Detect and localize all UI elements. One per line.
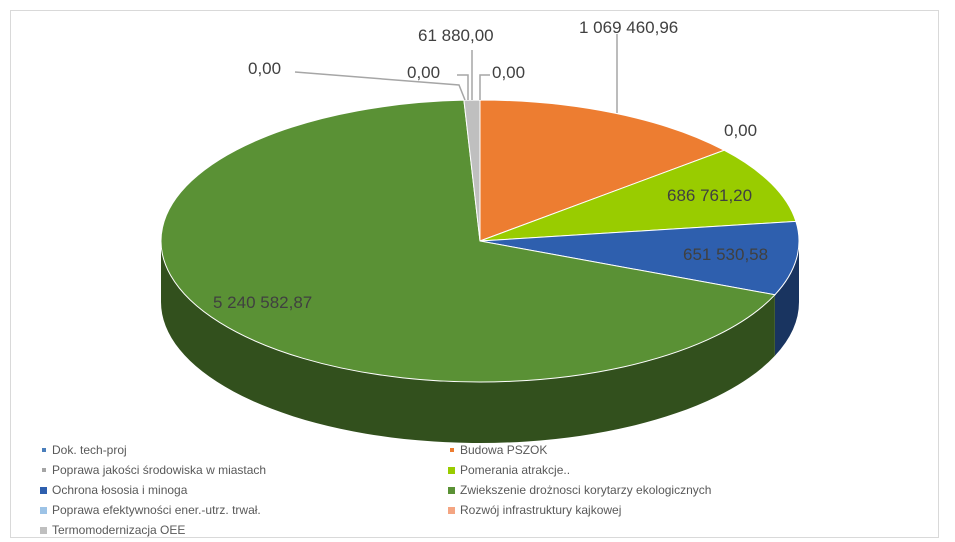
data-label-poprawa-efektywnosci-ener-utrz-trwa: 0,00 (248, 59, 281, 78)
legend-swatch (40, 527, 47, 534)
legend-label: Poprawa jakości środowiska w miastach (52, 463, 266, 477)
data-label-rozwoj-infrastruktury-kajkowej: 0,00 (724, 121, 757, 140)
leader-line-dok-tech-proj (480, 75, 490, 100)
legend-label: Dok. tech-proj (52, 443, 127, 457)
legend-row: Termomodernizacja OEE (40, 520, 920, 540)
legend-swatch (42, 448, 46, 452)
legend-swatch (450, 448, 454, 452)
legend-row: Poprawa efektywności ener.-utrz. trwał. R… (40, 500, 920, 520)
data-label-termomodernizacja-oee: 61 880,00 (418, 26, 494, 45)
legend-item-rozwoj-infrastruktury-kajkowej: Rozwój infrastruktury kajkowej (448, 503, 908, 517)
legend-item-poprawa-jakosci-srodowiska-w-miastach: Poprawa jakości środowiska w miastach (40, 463, 448, 477)
legend-item-dok-tech-proj: Dok. tech-proj (40, 443, 448, 457)
legend-swatch (40, 487, 47, 494)
data-label-pomerania-atrakcje: 686 761,20 (667, 186, 752, 205)
legend-label: Ochrona łososia i minoga (52, 483, 187, 497)
data-label-poprawa-jakosci-srodowiska-w-miastach: 0,00 (407, 63, 440, 82)
data-label-dok-tech-proj: 0,00 (492, 63, 525, 82)
legend-label: Budowa PSZOK (460, 443, 547, 457)
legend-item-poprawa-efektywnosci-ener-utrz-trwa: Poprawa efektywności ener.-utrz. trwał. (40, 503, 448, 517)
leader-line-poprawa-jakosci-srodowiska-w-miastach (457, 75, 468, 100)
legend-swatch (40, 507, 47, 514)
pie-tops (161, 100, 799, 382)
legend-row: Ochrona łososia i minoga Zwiekszenie droż… (40, 480, 920, 500)
legend-item-budowa-pszok: Budowa PSZOK (448, 443, 908, 457)
legend-label: Termomodernizacja OEE (52, 523, 185, 537)
legend-label: Zwiekszenie drożnosci korytarzy ekologic… (460, 483, 711, 497)
legend-item-zwiekszenie-droznosci-korytarzy-ekologicznych: Zwiekszenie drożnosci korytarzy ekologic… (448, 483, 908, 497)
legend-swatch (448, 467, 455, 474)
legend-swatch (448, 507, 455, 514)
legend-label: Rozwój infrastruktury kajkowej (460, 503, 621, 517)
data-label-zwiekszenie-droznosci-korytarzy-ekologicznych: 5 240 582,87 (213, 293, 312, 312)
data-label-budowa-pszok: 1 069 460,96 (579, 18, 678, 37)
legend-item-ochrona-ososia-i-minoga: Ochrona łososia i minoga (40, 483, 448, 497)
legend-row: Poprawa jakości środowiska w miastach Pom… (40, 460, 920, 480)
legend-label: Poprawa efektywności ener.-utrz. trwał. (52, 503, 261, 517)
legend-label: Pomerania atrakcje.. (460, 463, 570, 477)
legend-swatch (42, 468, 46, 472)
legend: Dok. tech-proj Budowa PSZOK Poprawa jakośc… (40, 440, 920, 540)
legend-row: Dok. tech-proj Budowa PSZOK (40, 440, 920, 460)
legend-item-pomerania-atrakcje: Pomerania atrakcje.. (448, 463, 908, 477)
legend-item-termomodernizacja-oee: Termomodernizacja OEE (40, 523, 448, 537)
data-label-ochrona-ososia-i-minoga: 651 530,58 (683, 245, 768, 264)
legend-swatch (448, 487, 455, 494)
